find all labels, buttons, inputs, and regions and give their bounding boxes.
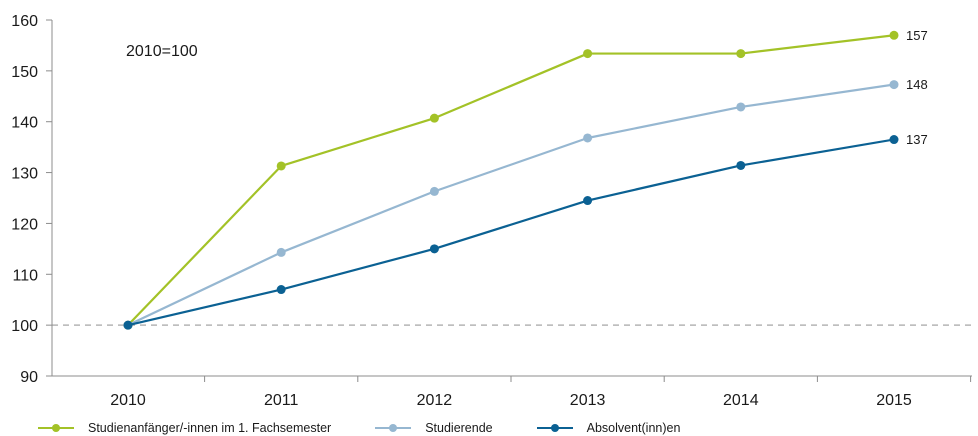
series-1	[123, 80, 899, 330]
legend-swatch-dot	[550, 424, 559, 432]
data-point	[583, 196, 593, 206]
x-tick-label: 2015	[876, 392, 912, 409]
legend-label-studienanfaenger: Studienanfänger/-innen im 1. Fachsemeste…	[88, 421, 332, 435]
data-point	[276, 161, 286, 171]
data-point	[736, 49, 746, 59]
y-tick-label: 120	[11, 216, 38, 233]
legend-item-absolventen: Absolvent(inn)en	[536, 421, 681, 435]
series-layer	[123, 30, 899, 330]
legend-item-studienanfaenger: Studienanfänger/-innen im 1. Fachsemeste…	[38, 421, 331, 435]
y-tick-label: 130	[11, 166, 38, 183]
legend-item-studierende: Studierende	[375, 421, 493, 435]
series-line	[127, 138, 895, 327]
data-point	[429, 244, 439, 254]
end-value-label: 157	[906, 28, 928, 43]
series-line	[127, 83, 895, 327]
y-tick-label: 160	[11, 13, 38, 30]
end-value-label: 137	[906, 132, 928, 147]
data-point	[583, 49, 593, 59]
legend-swatch-studienanfaenger	[38, 423, 74, 433]
x-tick-label: 2012	[417, 392, 453, 409]
axes: 90 100 110 120 130 140 150 160 2010 2011 2012 2013 2…	[11, 13, 972, 409]
x-tick-label: 2013	[570, 392, 606, 409]
end-value-label: 148	[906, 77, 928, 92]
legend-swatch-absolventen	[536, 423, 573, 433]
data-point	[276, 285, 286, 295]
data-point	[736, 102, 746, 112]
data-point	[276, 247, 286, 257]
data-point	[429, 113, 439, 123]
index-base-annotation: 2010=100	[126, 43, 198, 60]
legend-swatch-dot	[389, 424, 398, 432]
data-point	[583, 133, 593, 143]
y-tick-label: 100	[11, 318, 38, 335]
data-point	[889, 30, 899, 40]
data-point	[123, 320, 133, 330]
legend-label-studierende: Studierende	[425, 421, 493, 435]
data-point	[889, 80, 899, 90]
y-tick-label: 140	[11, 115, 38, 132]
y-tick-label: 150	[11, 64, 38, 81]
y-tick-label: 110	[12, 267, 38, 284]
x-tick-label: 2010	[110, 392, 146, 409]
series-2	[123, 135, 899, 330]
data-point	[429, 186, 439, 196]
x-tick-label: 2014	[723, 392, 759, 409]
y-tick-label: 90	[20, 369, 38, 386]
legend-swatch-dot	[52, 424, 60, 432]
legend: Studienanfänger/-innen im 1. Fachsemeste…	[38, 420, 680, 436]
legend-label-absolventen: Absolvent(inn)en	[586, 421, 681, 435]
data-point	[889, 135, 899, 145]
series-line	[127, 34, 895, 326]
x-tick-label: 2011	[264, 392, 299, 409]
labels-layer: 157 148 137	[906, 28, 928, 147]
data-point	[736, 160, 746, 170]
legend-swatch-studierende	[375, 423, 412, 433]
series-0	[123, 30, 899, 330]
